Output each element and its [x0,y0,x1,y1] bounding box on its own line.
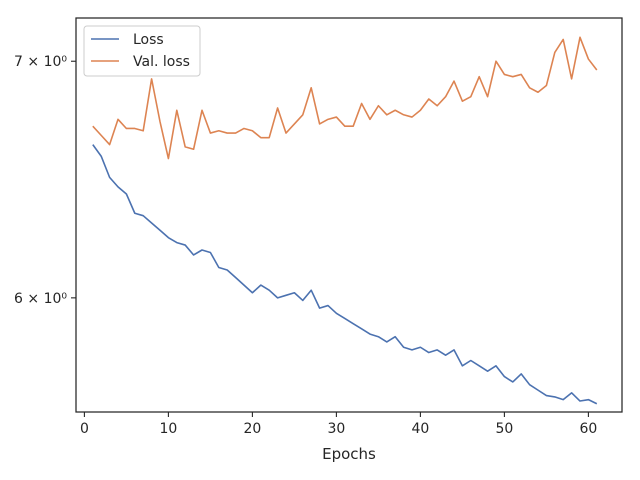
x-tick-label: 10 [159,421,177,437]
x-tick-label: 40 [411,421,429,437]
plot-frame [75,17,623,413]
legend-label-0: Loss [133,32,164,48]
y-tick-label: 7 × 10⁰ [14,54,67,70]
legend-label-1: Val. loss [133,54,190,70]
x-axis-label: Epochs [322,445,376,463]
x-tick-label: 0 [80,421,89,437]
x-tick-label: 50 [495,421,513,437]
y-axis-ticks: 6 × 10⁰ 7 × 10⁰ [14,54,76,307]
series-line-0 [92,144,598,405]
legend: Loss Val. loss [83,25,201,77]
series-layer [92,36,598,405]
x-axis-ticks: 0 10 20 30 40 50 60 [80,412,597,437]
x-tick-label: 20 [243,421,261,437]
x-tick-label: 60 [579,421,597,437]
series-line-1 [92,36,598,160]
y-tick-label: 6 × 10⁰ [14,291,67,307]
x-tick-label: 30 [327,421,345,437]
